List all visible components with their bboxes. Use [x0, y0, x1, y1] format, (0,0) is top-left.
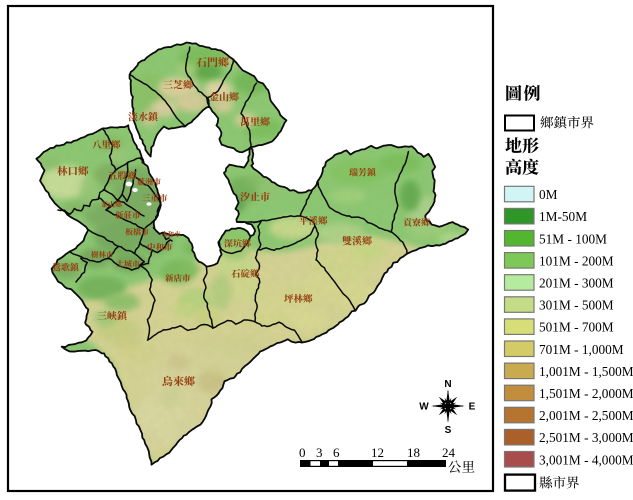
svg-text:201M - 300M: 201M - 300M	[539, 276, 614, 291]
svg-text:0M: 0M	[539, 187, 558, 202]
svg-text:N: N	[444, 379, 451, 390]
svg-text:701M - 1,000M: 701M - 1,000M	[539, 342, 624, 357]
svg-text:51M - 100M: 51M - 100M	[539, 231, 607, 246]
svg-text:501M - 700M: 501M - 700M	[539, 320, 614, 335]
svg-text:101M - 200M: 101M - 200M	[539, 253, 614, 268]
svg-text:301M - 500M: 301M - 500M	[539, 298, 614, 313]
svg-text:18: 18	[407, 445, 420, 460]
svg-text:3,001M - 4,000M: 3,001M - 4,000M	[539, 452, 633, 467]
svg-text:12: 12	[371, 445, 384, 460]
svg-text:6: 6	[333, 445, 340, 460]
svg-text:2,501M - 3,000M: 2,501M - 3,000M	[539, 430, 633, 445]
svg-text:1,001M - 1,500M: 1,001M - 1,500M	[539, 364, 633, 379]
svg-text:1,501M - 2,000M: 1,501M - 2,000M	[539, 386, 633, 401]
svg-text:E: E	[469, 402, 476, 413]
svg-text:3: 3	[316, 445, 323, 460]
svg-text:1M-50M: 1M-50M	[539, 209, 587, 224]
svg-text:24: 24	[442, 445, 456, 460]
svg-text:S: S	[445, 425, 452, 436]
svg-text:0: 0	[299, 445, 306, 460]
svg-text:W: W	[419, 402, 429, 413]
svg-text:2,001M - 2,500M: 2,001M - 2,500M	[539, 408, 633, 423]
